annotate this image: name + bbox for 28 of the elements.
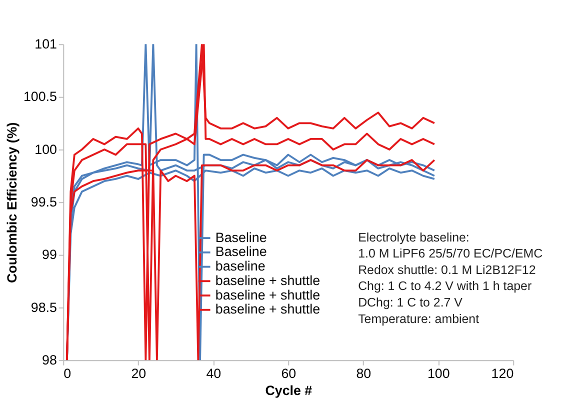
y-tick-label: 98: [42, 352, 57, 368]
y-tick-label: 100.5: [23, 89, 57, 104]
x-axis-title: Cycle #: [265, 383, 313, 398]
legend-label: Baseline: [215, 244, 267, 260]
legend-label: baseline + shuttle: [215, 272, 320, 288]
annotation: 1.0 M LiPF6 25/5/70 EC/PC/EMC: [358, 246, 543, 261]
y-tick-label: 100: [34, 142, 57, 157]
annotation: Electrolyte baseline:: [358, 230, 470, 244]
x-tick-label: 20: [131, 366, 146, 381]
x-tick-label: 120: [491, 366, 514, 381]
x-tick-label: 60: [281, 366, 296, 381]
legend-label: baseline + shuttle: [215, 302, 320, 317]
legend-label: baseline + shuttle: [215, 287, 320, 302]
y-tick-label: 101: [34, 36, 57, 52]
x-tick-label: 80: [356, 366, 372, 381]
x-tick-label: 0: [64, 366, 72, 381]
legend-label: Baseline: [215, 230, 267, 245]
annotation: Temperature: ambient: [358, 312, 480, 326]
annotation: Chg: 1 C to 4.2 V with 1 h taper: [358, 279, 532, 294]
x-tick-label: 40: [206, 366, 222, 381]
x-tick-label: 100: [427, 366, 450, 381]
annotation: DChg: 1 C to 2.7 V: [358, 296, 464, 310]
y-tick-label: 98.5: [30, 300, 57, 315]
annotation: Redox shuttle: 0.1 M Li2B12F12: [358, 262, 536, 277]
y-tick-label: 99.5: [30, 194, 57, 210]
y-axis-title: Coulombic Efficiency (%): [4, 122, 20, 283]
y-tick-label: 99: [42, 247, 57, 262]
legend-label: baseline: [215, 258, 266, 274]
